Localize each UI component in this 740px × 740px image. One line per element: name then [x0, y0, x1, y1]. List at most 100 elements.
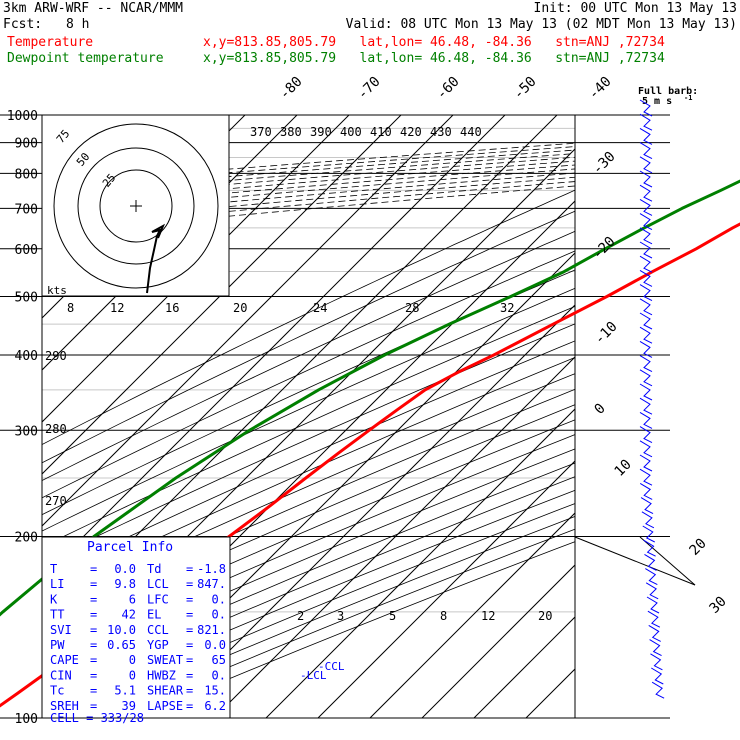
hodograph-ring [77, 147, 195, 265]
moist-adiabat-label: 20 [233, 301, 247, 315]
parcel-info-title: Parcel Info [87, 540, 173, 555]
parcel-param-name: LFC [147, 592, 169, 606]
pressure-tick-label: 800 [15, 167, 38, 182]
parcel-param-name: CIN [50, 668, 72, 682]
parcel-param-value: 5.1 [114, 684, 136, 698]
hodograph-trace [146, 223, 166, 294]
dry-adiabat-line [42, 373, 575, 608]
wind-barb [648, 624, 661, 642]
parcel-param-name: SVI [50, 623, 72, 637]
parcel-param-value: 6.2 [204, 699, 226, 713]
parcel-param-name: HWBZ [147, 668, 176, 682]
wind-barb [639, 411, 653, 429]
full-barb-units-superscript: -1 [684, 94, 692, 102]
pressure-tick-label: 500 [15, 291, 38, 306]
parcel-param-value: 0 [129, 653, 136, 667]
parcel-equals: = [186, 668, 193, 682]
parcel-equals: = [90, 577, 97, 591]
dry-adiabat-label: 400 [340, 125, 362, 139]
wind-barb [639, 213, 653, 231]
pressure-tick-label: 300 [15, 424, 38, 439]
mixing-ratio-label: 2 [297, 609, 304, 623]
wind-barb [639, 156, 653, 174]
moist-adiabat-label: 24 [313, 301, 327, 315]
dry-adiabat-line [42, 189, 575, 445]
parcel-param-name: Tc [50, 684, 64, 698]
parcel-equals: = [186, 577, 193, 591]
isotherm-label: 10 [612, 457, 635, 480]
parcel-equals: = [90, 562, 97, 576]
wind-barb [650, 653, 663, 671]
isotherm-line [42, 115, 506, 579]
wind-barb [642, 525, 655, 543]
dry-adiabat-line [42, 250, 575, 499]
parcel-param-value: 0.0 [114, 562, 136, 576]
parcel-param-name: Td [147, 562, 161, 576]
wind-barb [643, 539, 656, 557]
mixing-ratio-label: 3 [337, 609, 344, 623]
wind-barb [639, 170, 653, 188]
dry-adiabat-label: 420 [400, 125, 422, 139]
pressure-tick-label: 900 [15, 137, 38, 152]
moist-adiabat-line [42, 146, 575, 189]
pressure-tick-label: 400 [15, 349, 38, 364]
init-time: Init: 00 UTC Mon 13 May 13 [533, 1, 738, 16]
parcel-param-name: LAPSE [147, 699, 183, 713]
dry-adiabat-line [42, 476, 575, 701]
wind-barb [639, 312, 653, 330]
wind-barb [651, 681, 665, 699]
parcel-param-value: 821. [197, 623, 226, 637]
isotherm-label: -40 [586, 74, 615, 103]
parcel-param-value: 0. [212, 608, 226, 622]
dry-adiabat-line [42, 434, 575, 663]
wind-barb-column: Full barb:5 m s -1 [574, 86, 698, 699]
parcel-param-name: TT [50, 608, 64, 622]
sounding-header: 3km ARW-WRF -- NCAR/MMM Init: 00 UTC Mon… [0, 0, 740, 70]
wind-barb [639, 284, 653, 302]
wind-barb [639, 113, 653, 131]
dry-adiabat-line [42, 388, 575, 622]
isotherm-label: 0 [592, 401, 609, 418]
forecast-label: Fcst: [3, 17, 43, 32]
wind-barb [639, 269, 653, 287]
moist-adiabat-label: 32 [500, 301, 514, 315]
dry-adiabat-label: 290 [45, 349, 67, 363]
parcel-param-value: 0. [212, 668, 226, 682]
parcel-equals: = [186, 608, 193, 622]
model-title: 3km ARW-WRF -- NCAR/MMM [3, 1, 184, 16]
dry-adiabat-label: 410 [370, 125, 392, 139]
isotherm-line [42, 115, 454, 527]
parcel-param-value: 39 [122, 699, 136, 713]
full-barb-units: 5 m s [642, 96, 672, 107]
parcel-param-value: 6 [129, 592, 136, 606]
moist-adiabat-label: 12 [110, 301, 124, 315]
wind-barb [639, 127, 653, 145]
isotherm-line [265, 408, 575, 718]
dry-adiabat-line [42, 210, 575, 464]
dewpoint-station-info: x,y=813.85,805.79 lat,lon= 46.48, -84.36… [203, 51, 665, 66]
moist-adiabat-label: 8 [67, 301, 74, 315]
hodograph-ring [99, 169, 173, 243]
parcel-equals: = [186, 592, 193, 606]
parcel-param-value: 65 [212, 653, 226, 667]
wind-barb [644, 553, 657, 571]
parcel-param-name: PW [50, 638, 65, 652]
dry-adiabat-label: 380 [280, 125, 302, 139]
wind-barb [646, 596, 660, 614]
parcel-param-value: 42 [122, 608, 136, 622]
dry-adiabat-line [42, 305, 575, 548]
parcel-equals: = [186, 562, 193, 576]
parcel-param-name: EL [147, 608, 161, 622]
hodograph-units-label: kts [47, 284, 67, 297]
wind-barb [639, 454, 653, 472]
parcel-param-value: 10.0 [107, 623, 136, 637]
temperature-station-info: x,y=813.85,805.79 lat,lon= 46.48, -84.36… [203, 35, 665, 50]
isotherm-label: 20 [687, 536, 710, 559]
pressure-tick-label: 700 [15, 202, 38, 217]
wind-barb [639, 326, 653, 344]
wind-barb [639, 142, 653, 160]
wind-barb [639, 184, 653, 202]
parcel-param-name: T [50, 562, 57, 576]
